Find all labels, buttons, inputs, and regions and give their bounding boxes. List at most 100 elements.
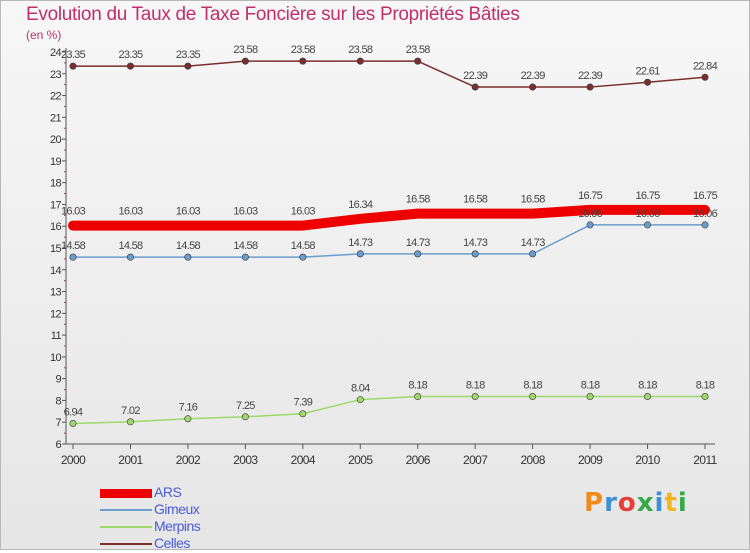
- data-label-ars: 16.03: [176, 206, 201, 218]
- data-point-gimeux: [126, 253, 134, 261]
- data-point-celles: [126, 62, 134, 70]
- data-label-ars: 16.58: [521, 194, 546, 206]
- data-label-merpins: 8.18: [523, 380, 542, 392]
- data-point-merpins: [529, 393, 537, 401]
- legend-swatch: [100, 543, 152, 545]
- y-tick-label: 17: [50, 199, 62, 211]
- data-label-ars: 16.75: [693, 190, 718, 202]
- x-tick-label: 2007: [463, 453, 488, 467]
- data-label-ars: 16.75: [578, 190, 603, 202]
- y-tick-label: 15: [50, 243, 62, 255]
- data-point-gimeux: [356, 250, 364, 258]
- y-tick-label: 10: [50, 352, 62, 364]
- data-label-merpins: 8.18: [581, 380, 600, 392]
- data-label-celles: 23.58: [406, 44, 431, 56]
- legend-swatch: [100, 488, 152, 498]
- data-point-gimeux: [299, 253, 307, 261]
- data-label-gimeux: 16.06: [693, 208, 718, 220]
- logo-letter: P: [584, 488, 605, 518]
- y-tick-label: 14: [50, 265, 62, 277]
- logo-letter: r: [604, 488, 618, 518]
- data-point-merpins: [586, 393, 594, 401]
- data-label-ars: 16.58: [406, 194, 431, 206]
- data-label-celles: 23.35: [61, 49, 86, 61]
- data-point-celles: [69, 62, 77, 70]
- logo-letter: i: [677, 488, 688, 518]
- data-label-celles: 22.39: [578, 70, 603, 82]
- data-label-celles: 23.35: [118, 49, 143, 61]
- data-label-merpins: 7.02: [121, 405, 140, 417]
- y-tick-label: 9: [55, 374, 61, 386]
- legend-swatch: [100, 509, 152, 511]
- legend-label: Gimeux: [154, 501, 200, 517]
- data-label-gimeux: 14.73: [463, 237, 488, 249]
- data-point-celles: [299, 57, 307, 65]
- data-point-gimeux: [471, 250, 479, 258]
- data-point-celles: [414, 57, 422, 65]
- data-point-celles: [184, 62, 192, 70]
- y-tick-label: 19: [50, 156, 62, 168]
- y-tick-label: 21: [50, 112, 62, 124]
- data-label-ars: 16.03: [233, 206, 258, 218]
- data-point-merpins: [299, 410, 307, 418]
- data-label-gimeux: 14.58: [233, 240, 258, 252]
- data-label-gimeux: 14.58: [118, 240, 143, 252]
- data-label-celles: 23.58: [291, 44, 316, 56]
- y-tick-label: 12: [50, 308, 62, 320]
- y-tick-label: 13: [50, 287, 62, 299]
- series-line-celles: [72, 60, 706, 88]
- units-label: (en %): [26, 28, 62, 42]
- data-point-celles: [471, 83, 479, 91]
- data-point-gimeux: [69, 253, 77, 261]
- data-point-merpins: [184, 415, 192, 423]
- data-label-merpins: 8.18: [696, 380, 715, 392]
- data-label-merpins: 6.94: [64, 407, 83, 419]
- data-point-gimeux: [529, 250, 537, 258]
- y-tick-label: 11: [51, 330, 62, 342]
- data-point-gimeux: [241, 253, 249, 261]
- y-tick-label: 8: [55, 395, 61, 407]
- data-label-merpins: 7.39: [294, 397, 313, 409]
- proxiti-logo: Proxiti: [584, 488, 688, 518]
- series-line-merpins: [72, 395, 706, 425]
- y-tick-label: 6: [55, 439, 61, 451]
- data-point-merpins: [241, 413, 249, 421]
- x-tick-label: 2000: [61, 453, 86, 467]
- chart-title: Evolution du Taux de Taxe Foncière sur l…: [26, 4, 520, 25]
- x-tick-label: 2003: [233, 453, 258, 467]
- data-label-merpins: 7.25: [236, 400, 255, 412]
- data-label-merpins: 8.18: [638, 380, 657, 392]
- data-point-gimeux: [586, 221, 594, 229]
- y-tick-label: 18: [50, 178, 62, 190]
- data-label-gimeux: 14.58: [176, 240, 201, 252]
- x-tick-label: 2010: [635, 453, 660, 467]
- data-point-merpins: [471, 393, 479, 401]
- series-line-gimeux: [72, 224, 706, 258]
- data-label-gimeux: 14.73: [521, 237, 546, 249]
- data-label-celles: 22.61: [636, 65, 661, 77]
- data-label-celles: 22.84: [693, 60, 718, 72]
- data-point-gimeux: [414, 250, 422, 258]
- data-label-celles: 22.39: [463, 70, 488, 82]
- y-tick-label: 23: [50, 69, 62, 81]
- data-label-celles: 22.39: [521, 70, 546, 82]
- data-label-gimeux: 14.73: [348, 237, 373, 249]
- data-point-merpins: [414, 393, 422, 401]
- x-tick-label: 2004: [291, 453, 316, 467]
- data-point-merpins: [126, 418, 134, 426]
- legend-swatch: [100, 526, 152, 528]
- x-tick-label: 2011: [693, 453, 717, 467]
- data-label-celles: 23.58: [348, 44, 373, 56]
- data-point-gimeux: [701, 221, 709, 229]
- y-tick-label: 22: [50, 91, 62, 103]
- series-line-ars: [68, 204, 710, 231]
- x-tick-label: 2009: [578, 453, 603, 467]
- data-point-celles: [529, 83, 537, 91]
- data-label-gimeux: 14.58: [61, 240, 86, 252]
- y-tick-label: 16: [50, 221, 62, 233]
- x-tick-label: 2006: [406, 453, 431, 467]
- x-tick-label: 2001: [118, 453, 143, 467]
- data-label-merpins: 8.04: [351, 383, 370, 395]
- logo-letter: o: [617, 488, 637, 518]
- legend-label: Celles: [154, 535, 190, 551]
